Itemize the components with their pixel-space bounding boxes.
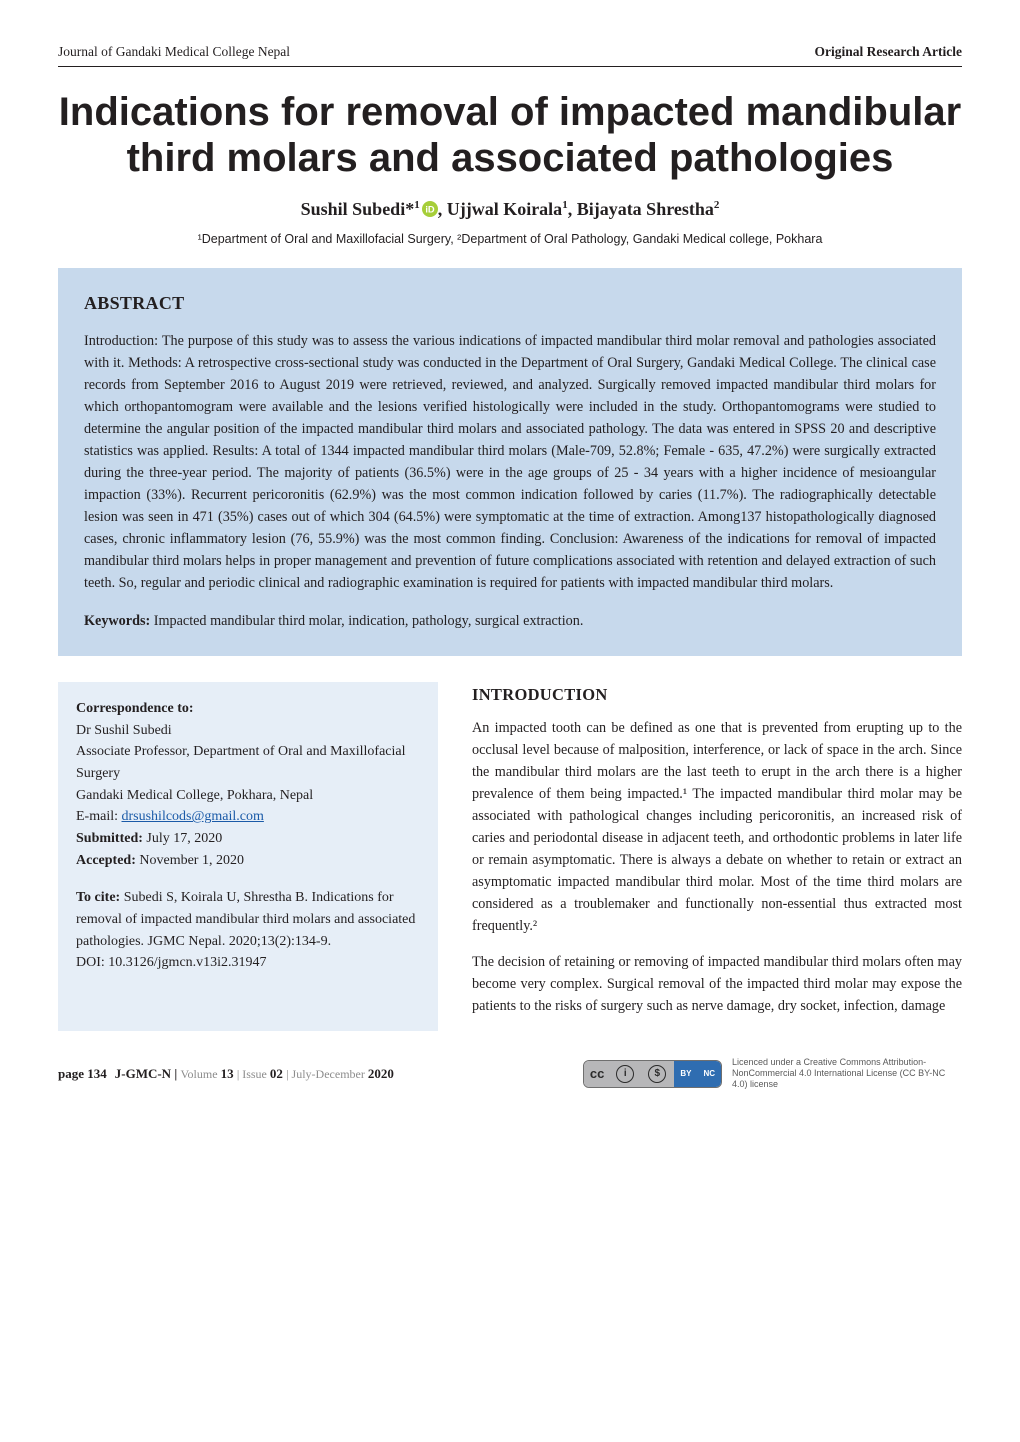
accepted-label: Accepted: (76, 853, 136, 868)
journal-name: Journal of Gandaki Medical College Nepal (58, 44, 290, 60)
abstract-text: Introduction: The purpose of this study … (84, 333, 936, 591)
keywords-text: Impacted mandibular third molar, indicat… (150, 613, 583, 629)
tocite-label: To cite: (76, 890, 120, 905)
running-header: Journal of Gandaki Medical College Nepal… (58, 44, 962, 60)
by-label: BY (674, 1061, 697, 1087)
journal-abbrev: J-GMC-N | (115, 1066, 181, 1081)
footer-right: cc i $ BY NC Licenced under a Creative C… (583, 1057, 962, 1089)
author-2: Ujjwal Koirala (447, 199, 562, 219)
doi-label: DOI: (76, 955, 108, 970)
svg-text:iD: iD (425, 204, 435, 214)
corr-email-link[interactable]: drsushilcods@gmail.com (122, 809, 264, 824)
main-column: INTRODUCTION An impacted tooth can be de… (472, 682, 962, 1032)
cc-license-badge[interactable]: cc i $ BY NC (583, 1060, 722, 1088)
vol-label: Volume (180, 1067, 220, 1081)
orcid-icon[interactable]: iD (422, 201, 438, 217)
issue-line: J-GMC-N | Volume 13 | Issue 02 | July-De… (115, 1066, 394, 1082)
two-column-area: Correspondence to: Dr Sushil Subedi Asso… (58, 682, 962, 1032)
intro-heading: INTRODUCTION (472, 682, 962, 708)
article-type: Original Research Article (815, 44, 962, 60)
nc-icon: $ (642, 1061, 674, 1087)
correspondence-heading: Correspondence to: (76, 701, 194, 716)
nc-label: NC (697, 1061, 721, 1087)
author-1: Sushil Subedi* (301, 199, 415, 219)
citation-text: Subedi S, Koirala U, Shrestha B. Indicat… (76, 890, 415, 948)
header-rule (58, 66, 962, 67)
intro-paragraph-1: An impacted tooth can be defined as one … (472, 717, 962, 937)
license-text: Licenced under a Creative Commons Attrib… (732, 1057, 962, 1089)
year-value: 2020 (368, 1066, 394, 1081)
corr-role: Associate Professor, Department of Oral … (76, 744, 406, 781)
abstract-body: Introduction: The purpose of this study … (84, 330, 936, 594)
doi-value: 10.3126/jgmcn.v13i2.31947 (108, 955, 266, 970)
author-3-affil: 2 (714, 199, 720, 211)
intro-paragraph-2: The decision of retaining or removing of… (472, 951, 962, 1017)
cc-icon: cc (584, 1061, 610, 1087)
correspondence-sidebar: Correspondence to: Dr Sushil Subedi Asso… (58, 682, 438, 1032)
sep: , (568, 199, 577, 219)
abstract-box: ABSTRACT Introduction: The purpose of th… (58, 268, 962, 656)
submitted-label: Submitted: (76, 831, 143, 846)
author-1-affil: 1 (414, 199, 420, 211)
period-label: | July-December (286, 1067, 368, 1081)
citation-block: To cite: Subedi S, Koirala U, Shrestha B… (76, 887, 420, 974)
corr-institution: Gandaki Medical College, Pokhara, Nepal (76, 788, 313, 803)
authors-line: Sushil Subedi*1 iD , Ujjwal Koirala1, Bi… (58, 199, 962, 220)
issue-label: | Issue (237, 1067, 270, 1081)
article-title: Indications for removal of impacted mand… (58, 89, 962, 181)
sep: , (438, 199, 447, 219)
correspondence-block: Correspondence to: Dr Sushil Subedi Asso… (76, 698, 420, 872)
author-3: Bijayata Shrestha (577, 199, 714, 219)
page-footer: page 134 J-GMC-N | Volume 13 | Issue 02 … (58, 1057, 962, 1089)
corr-name: Dr Sushil Subedi (76, 723, 172, 738)
keywords-line: Keywords: Impacted mandibular third mola… (84, 610, 936, 632)
page: Journal of Gandaki Medical College Nepal… (0, 0, 1020, 1120)
page-number: page 134 (58, 1066, 107, 1082)
issue-value: 02 (270, 1066, 286, 1081)
vol-value: 13 (221, 1066, 237, 1081)
affiliations: ¹Department of Oral and Maxillofacial Su… (58, 232, 962, 246)
submitted-date: July 17, 2020 (143, 831, 222, 846)
footer-left: page 134 J-GMC-N | Volume 13 | Issue 02 … (58, 1066, 394, 1082)
keywords-label: Keywords: (84, 613, 150, 629)
accepted-date: November 1, 2020 (136, 853, 244, 868)
email-label: E-mail: (76, 809, 122, 824)
abstract-heading: ABSTRACT (84, 290, 936, 318)
article-type-label: Original Research Article (815, 44, 962, 59)
by-icon: i (610, 1061, 642, 1087)
